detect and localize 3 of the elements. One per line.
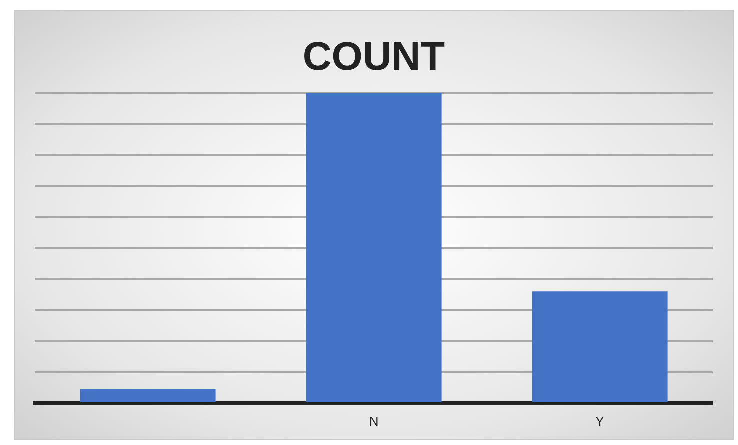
x-tick-label: Y	[596, 414, 605, 429]
x-tick-label: N	[369, 414, 379, 429]
chart-title: COUNT	[302, 35, 446, 80]
